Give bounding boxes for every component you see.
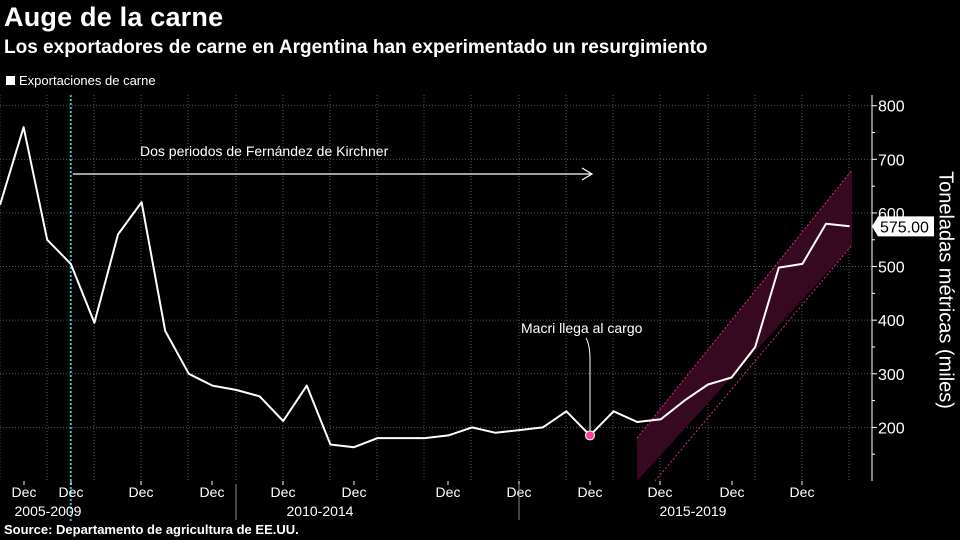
series-line-exportaciones: [0, 126, 850, 449]
x-period-label: 2015-2019: [660, 503, 727, 519]
y-tick-label: 700: [878, 152, 905, 169]
x-tick-label: Dec: [648, 484, 673, 500]
last-value-label: 575.00: [880, 219, 929, 236]
chart-title: Auge de la carne: [4, 2, 224, 32]
source-note: Source: Departamento de agricultura de E…: [4, 522, 299, 537]
trend-band-lower: [654, 244, 853, 482]
macri-marker: [585, 430, 595, 441]
legend-label: Exportaciones de carne: [19, 73, 156, 88]
x-tick-label: Dec: [342, 484, 367, 500]
y-tick-label: 200: [878, 420, 905, 437]
x-tick-label: Dec: [720, 484, 745, 500]
last-value-badge: [872, 216, 934, 237]
kirchner-annotation: Dos periodos de Fernández de Kirchner: [140, 143, 389, 159]
x-tick-label: Dec: [271, 484, 296, 500]
y-axis-label: Toneladas métricas (miles): [934, 171, 957, 409]
legend: Exportaciones de carne: [6, 73, 156, 88]
y-tick-label: 400: [878, 313, 905, 330]
x-tick-label: Dec: [436, 484, 461, 500]
x-tick-label: Dec: [790, 484, 815, 500]
y-tick-label: 800: [878, 99, 905, 116]
kirchner-arrow-head: [581, 167, 594, 181]
x-tick-label: Dec: [59, 484, 84, 500]
chart-subtitle: Los exportadores de carne en Argentina h…: [4, 37, 708, 58]
trend-band-upper: [636, 169, 853, 439]
macri-annotation: Macri llega al cargo: [521, 320, 643, 336]
x-period-label: 2010-2014: [287, 503, 354, 519]
x-period-label: 2005-2009: [15, 503, 82, 519]
trend-band: [637, 170, 852, 482]
macri-leader-line: [585, 337, 591, 431]
y-tick-label: 500: [878, 260, 905, 277]
x-tick-label: Dec: [12, 484, 37, 500]
x-tick-label: Dec: [200, 484, 225, 500]
legend-swatch: [6, 76, 15, 85]
x-tick-label: Dec: [578, 484, 603, 500]
y-tick-label: 300: [878, 367, 905, 384]
x-tick-label: Dec: [129, 484, 154, 500]
